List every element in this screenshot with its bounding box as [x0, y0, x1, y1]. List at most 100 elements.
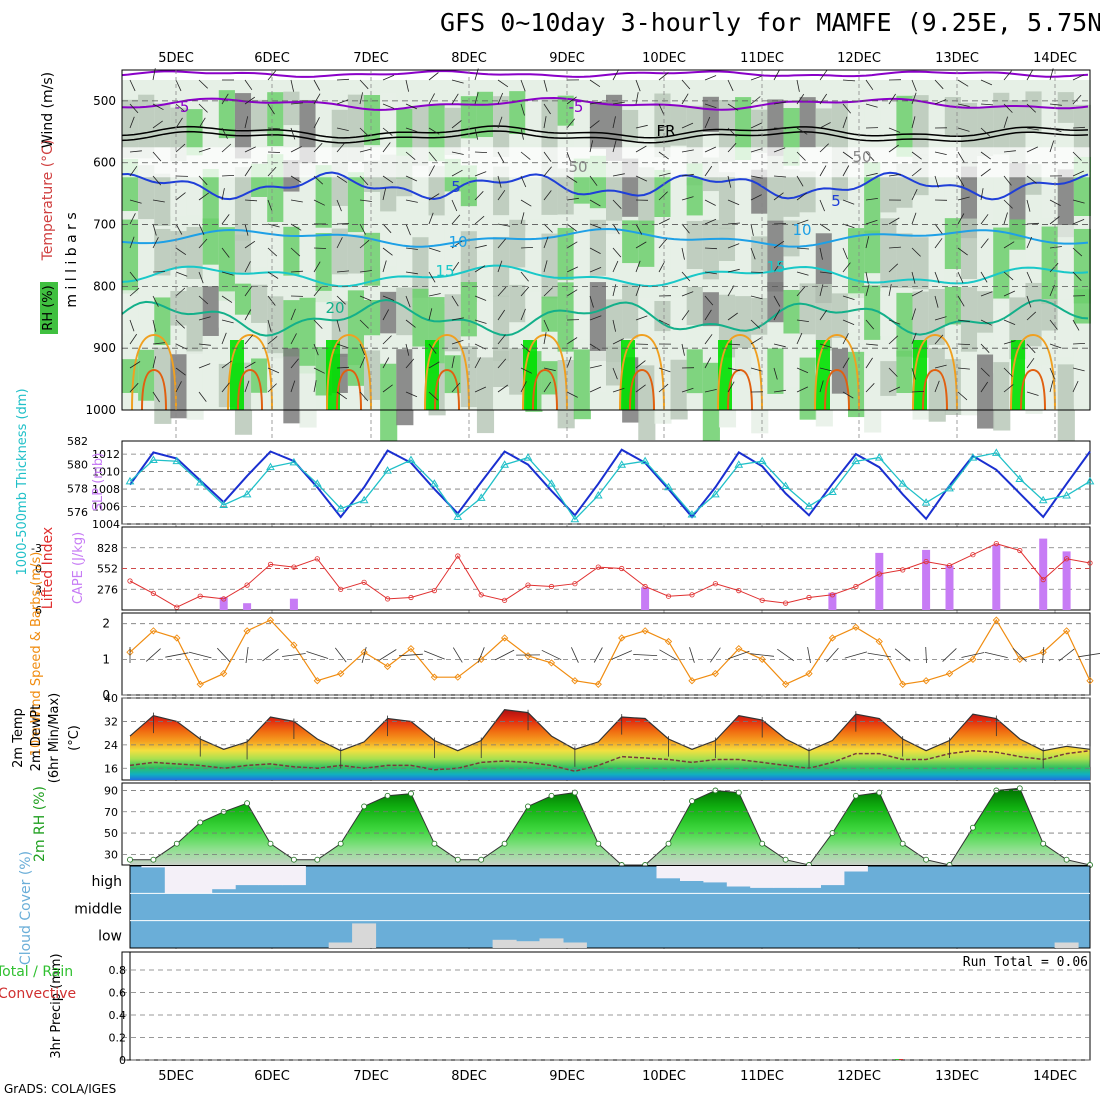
wind-barb — [405, 271, 418, 275]
rh-cell — [541, 296, 559, 332]
wind-barb — [290, 247, 301, 257]
wind-barb-10m — [925, 646, 927, 664]
wind-barb — [474, 357, 481, 369]
thickness-point — [383, 466, 392, 474]
thickness-point — [664, 482, 673, 491]
temp-dewpt-panel: 40 32 24 16 — [104, 692, 1091, 781]
wind-barb — [658, 124, 671, 129]
temperature-contours — [121, 69, 1089, 411]
ylabel-2m-temp: 2m Temp — [11, 708, 26, 768]
wind-barb — [474, 386, 487, 393]
ylabel-thickness: 1000-500mb Thickness (dm) — [15, 388, 30, 575]
bottom-date-7DEC: 7DEC — [353, 1069, 389, 1084]
rh-cell — [154, 347, 172, 424]
lifted-index-point — [970, 552, 976, 558]
wind-barb — [727, 142, 737, 153]
li-tick-3: 3 — [35, 583, 42, 596]
wind-barb — [842, 247, 848, 260]
rh-tick-50: 50 — [104, 827, 118, 840]
wind-speed-point — [196, 680, 204, 688]
rh-cell — [428, 166, 446, 216]
wind-barb — [451, 214, 461, 225]
wind-barb — [405, 199, 418, 203]
wind-barb — [1049, 103, 1062, 106]
wind-barb — [1049, 199, 1061, 206]
rh-cell — [960, 218, 979, 280]
wind-barb — [221, 175, 235, 177]
wind-barb — [704, 309, 712, 321]
wind-barb — [1026, 127, 1039, 131]
rh-cell — [799, 357, 817, 420]
wind-barb — [129, 382, 139, 393]
wind-barb — [704, 389, 717, 393]
wind-barb — [198, 238, 208, 249]
wind-barb — [543, 223, 553, 233]
rh-cell — [848, 228, 866, 299]
wind-barb — [727, 103, 739, 111]
wind-barb-10m — [477, 647, 485, 663]
rh-cell — [154, 228, 172, 276]
lifted-index-point — [525, 582, 531, 588]
cloud-label-middle: middle — [74, 901, 122, 917]
wind-barb — [405, 391, 418, 398]
wind-barb — [566, 241, 578, 249]
wind-barb — [382, 223, 392, 234]
wind-barb — [704, 165, 713, 177]
wind-barb — [704, 271, 717, 275]
lifted-cape-panel: -3 0 3 6 828 552 276 — [31, 526, 1093, 617]
ylabel-millibars: m i l l i b a r s — [64, 212, 80, 307]
wind-barb — [152, 356, 157, 369]
wind-barb — [888, 144, 899, 153]
wind-barb — [796, 79, 800, 92]
rh-cell — [1057, 287, 1075, 358]
wind-barb — [773, 309, 781, 321]
wind-barb — [888, 319, 901, 325]
thickness-point — [289, 457, 299, 466]
wind-barb — [980, 151, 991, 160]
contour-25 — [131, 333, 177, 411]
wind-speed-point — [641, 627, 649, 635]
wind-barb — [405, 151, 416, 161]
wind-barb — [934, 380, 940, 393]
cape-tick-276: 276 — [97, 583, 118, 596]
rh-cell — [783, 346, 801, 388]
lifted-index-point — [197, 593, 203, 599]
wind-barb — [497, 238, 507, 249]
wind-barb — [934, 271, 940, 284]
wind-barb — [336, 319, 341, 332]
wind-barb — [566, 337, 578, 345]
wind-barb — [290, 102, 304, 105]
wind-speed-point — [454, 673, 462, 681]
wind-barb — [796, 367, 809, 374]
wind-barb — [198, 103, 208, 113]
wind-barb — [313, 319, 323, 329]
wind-barb — [1026, 103, 1036, 113]
precip-tick-0.4: 0.4 — [109, 1009, 127, 1022]
wind-barb — [1072, 319, 1080, 331]
wind-barb — [497, 92, 504, 105]
wind-barb — [1072, 126, 1086, 129]
wind-barb — [566, 151, 572, 164]
wind-barb — [543, 166, 552, 177]
lifted-index-point — [244, 582, 250, 588]
wind-barb — [336, 237, 343, 249]
rh-cell — [525, 98, 543, 144]
wind-barb — [221, 214, 230, 225]
wind-barb — [474, 171, 487, 177]
wind-barb — [612, 223, 620, 235]
wind-barb — [152, 103, 164, 111]
rh-cell — [573, 290, 591, 340]
wind-barb — [1026, 343, 1036, 354]
wind-barb — [888, 284, 892, 297]
wind-barb — [727, 222, 741, 225]
rh-cell — [638, 297, 656, 357]
wind-barb — [911, 212, 917, 225]
lifted-index-point — [221, 596, 227, 602]
lifted-index-point — [993, 540, 999, 547]
wind-barb — [681, 149, 694, 153]
rh-cell — [1025, 231, 1043, 263]
thickness-point — [640, 456, 650, 465]
lifted-index-point — [1087, 560, 1093, 566]
wind-barb-10m — [245, 646, 249, 664]
rh-cell — [864, 230, 882, 274]
